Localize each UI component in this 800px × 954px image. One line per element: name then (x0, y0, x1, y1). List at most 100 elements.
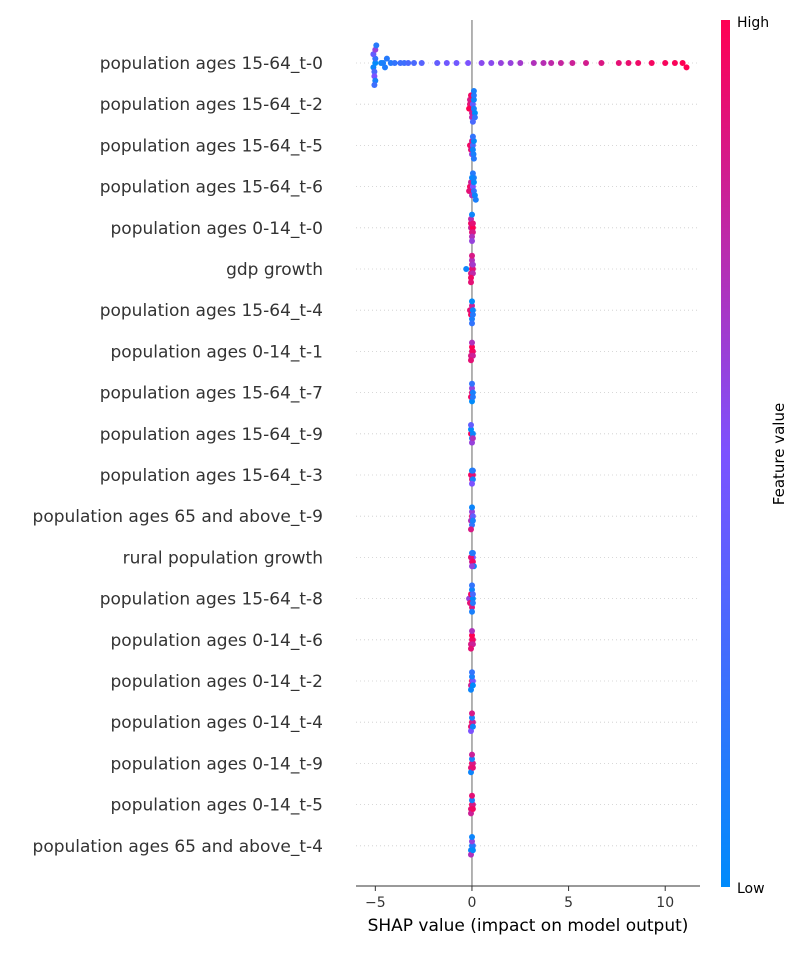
x-ticks: −5 0 5 10 (365, 886, 674, 911)
shap-point (469, 792, 475, 799)
feature-label: population ages 0-14_t-4 (111, 713, 324, 733)
shap-point (468, 279, 474, 286)
shap-point (469, 298, 475, 305)
shap-point (468, 274, 474, 281)
shap-point (469, 632, 475, 639)
feature-label: population ages 15-64_t-4 (100, 301, 323, 321)
shap-point (468, 526, 474, 533)
feature-label: population ages 0-14_t-1 (111, 342, 324, 362)
shap-point (463, 266, 470, 272)
shap-point (497, 60, 504, 66)
feature-label: gdp growth (226, 260, 323, 280)
shap-point (470, 155, 477, 162)
shap-point (469, 756, 475, 762)
shap-point (468, 645, 474, 652)
shap-point (371, 82, 378, 88)
shap-point (470, 92, 477, 99)
colorbar: High Low Feature value (721, 15, 788, 897)
shap-point (517, 60, 524, 66)
shap-point (469, 339, 475, 346)
shap-point (469, 751, 475, 758)
shap-point (469, 467, 476, 474)
colorbar-title: Feature value (770, 403, 788, 505)
shap-point (469, 563, 475, 570)
shap-point (530, 60, 537, 66)
shap-point (469, 307, 476, 314)
shap-point (469, 582, 475, 589)
shap-point (469, 591, 476, 598)
shap-point (469, 710, 475, 717)
shap-point (469, 764, 476, 771)
shap-point (635, 60, 642, 66)
shap-point (434, 60, 441, 66)
shap-point (453, 60, 460, 66)
shap-point (662, 60, 669, 66)
shap-point (548, 60, 555, 66)
shap-point (468, 426, 474, 433)
x-axis: −5 0 5 10 SHAP value (impact on model outpu… (356, 885, 700, 936)
shap-point (469, 344, 475, 350)
feature-label: population ages 65 and above_t-9 (33, 507, 323, 527)
shap-point (598, 60, 605, 66)
feature-label: population ages 0-14_t-9 (111, 754, 324, 774)
shap-point (469, 389, 476, 396)
colorbar-gradient (721, 20, 730, 887)
shap-point (469, 238, 475, 244)
shap-point (683, 64, 690, 71)
feature-label: population ages 15-64_t-0 (100, 54, 323, 74)
shap-point (469, 146, 476, 153)
shap-point (469, 600, 476, 606)
shap-point (557, 60, 564, 66)
shap-point (472, 196, 479, 203)
feature-label: population ages 65 and above_t-4 (33, 837, 323, 857)
shap-point (373, 42, 380, 49)
feature-labels: population ages 15-64_t-0 population ages… (33, 54, 323, 857)
shap-point (469, 480, 475, 487)
feature-label: population ages 15-64_t-6 (100, 178, 323, 198)
shap-point (470, 96, 477, 103)
shap-point (470, 151, 477, 158)
shap-point (469, 133, 476, 140)
shap-point (469, 838, 475, 845)
shap-point (466, 188, 473, 194)
shap-point (469, 211, 475, 218)
shap-point (469, 311, 476, 318)
shap-point (469, 628, 475, 634)
feature-label: population ages 0-14_t-6 (111, 631, 324, 651)
shap-point (465, 60, 472, 66)
shap-point (478, 60, 485, 66)
feature-label: population ages 15-64_t-5 (100, 136, 323, 156)
shap-point (469, 261, 476, 268)
shap-point (470, 88, 477, 94)
shap-point (411, 60, 417, 66)
shap-point (469, 806, 476, 812)
shap-point (469, 723, 476, 730)
shap-point (371, 68, 378, 75)
shap-point (469, 252, 475, 259)
shap-point (469, 714, 475, 721)
shap-point (469, 320, 475, 327)
shap-point (615, 60, 622, 66)
colorbar-high-label: High (737, 15, 769, 31)
shap-point (469, 118, 476, 125)
shap-point (466, 105, 473, 112)
shap-point (488, 60, 495, 66)
shap-point (443, 60, 450, 66)
x-tick-label: 5 (564, 895, 573, 911)
feature-label: population ages 15-64_t-8 (100, 590, 323, 610)
feature-label: population ages 15-64_t-9 (100, 425, 323, 445)
shap-point (469, 682, 476, 689)
row-gridlines (356, 62, 700, 847)
shap-point (469, 380, 475, 387)
feature-label: population ages 15-64_t-3 (100, 466, 323, 486)
x-tick-label: 10 (656, 895, 674, 911)
shap-point (471, 110, 478, 116)
shap-point (469, 847, 476, 854)
shap-point (469, 233, 475, 240)
shap-point (391, 60, 398, 66)
shap-point (469, 517, 476, 524)
shap-point (469, 608, 475, 615)
feature-label: population ages 0-14_t-5 (111, 796, 324, 816)
